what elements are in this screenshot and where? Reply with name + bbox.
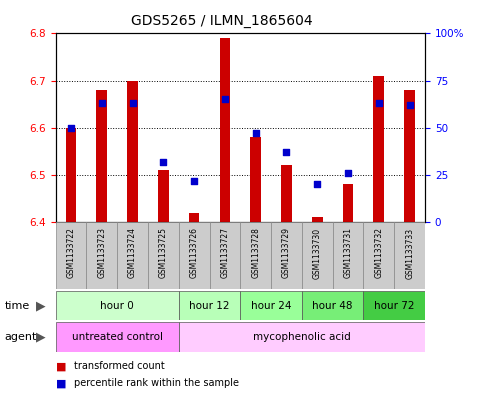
- Text: hour 72: hour 72: [374, 301, 414, 310]
- Bar: [210, 222, 240, 289]
- Bar: [302, 291, 364, 320]
- Text: GSM1133729: GSM1133729: [282, 228, 291, 278]
- Bar: [189, 213, 199, 222]
- Text: GSM1133724: GSM1133724: [128, 228, 137, 278]
- Bar: [56, 322, 179, 352]
- Text: GSM1133725: GSM1133725: [159, 228, 168, 278]
- Text: percentile rank within the sample: percentile rank within the sample: [74, 378, 239, 388]
- Point: [67, 125, 75, 131]
- Bar: [179, 291, 240, 320]
- Text: transformed count: transformed count: [74, 361, 165, 371]
- Bar: [333, 222, 364, 289]
- Text: hour 24: hour 24: [251, 301, 291, 310]
- Text: GSM1133726: GSM1133726: [190, 228, 199, 278]
- Bar: [179, 222, 210, 289]
- Bar: [179, 322, 425, 352]
- Point: [190, 177, 198, 184]
- Text: GSM1133732: GSM1133732: [374, 228, 384, 278]
- Bar: [66, 128, 76, 222]
- Text: time: time: [5, 301, 30, 310]
- Point: [344, 170, 352, 176]
- Text: ■: ■: [56, 361, 66, 371]
- Bar: [127, 81, 138, 222]
- Bar: [240, 222, 271, 289]
- Text: hour 12: hour 12: [189, 301, 230, 310]
- Text: GSM1133722: GSM1133722: [67, 228, 75, 278]
- Bar: [86, 222, 117, 289]
- Bar: [117, 222, 148, 289]
- Bar: [271, 222, 302, 289]
- Point: [128, 100, 136, 107]
- Text: GSM1133728: GSM1133728: [251, 228, 260, 278]
- Text: hour 0: hour 0: [100, 301, 134, 310]
- Point: [406, 102, 413, 108]
- Bar: [312, 217, 323, 222]
- Bar: [219, 38, 230, 222]
- Point: [283, 149, 290, 155]
- Bar: [250, 137, 261, 222]
- Text: ■: ■: [56, 378, 66, 388]
- Text: hour 48: hour 48: [313, 301, 353, 310]
- Point: [98, 100, 106, 107]
- Bar: [342, 184, 354, 222]
- Point: [313, 181, 321, 187]
- Bar: [364, 291, 425, 320]
- Point: [252, 130, 259, 136]
- Text: GSM1133730: GSM1133730: [313, 228, 322, 279]
- Text: GDS5265 / ILMN_1865604: GDS5265 / ILMN_1865604: [131, 14, 313, 28]
- Text: untreated control: untreated control: [71, 332, 163, 342]
- Text: mycophenolic acid: mycophenolic acid: [253, 332, 351, 342]
- Bar: [364, 222, 394, 289]
- Text: GSM1133733: GSM1133733: [405, 228, 414, 279]
- Point: [159, 158, 167, 165]
- Bar: [302, 222, 333, 289]
- Bar: [240, 291, 302, 320]
- Bar: [158, 170, 169, 222]
- Bar: [394, 222, 425, 289]
- Text: GSM1133727: GSM1133727: [220, 228, 229, 278]
- Point: [221, 96, 229, 103]
- Bar: [56, 222, 86, 289]
- Text: GSM1133731: GSM1133731: [343, 228, 353, 278]
- Bar: [373, 76, 384, 222]
- Point: [375, 100, 383, 107]
- Text: GSM1133723: GSM1133723: [97, 228, 106, 278]
- Bar: [96, 90, 107, 222]
- Bar: [404, 90, 415, 222]
- Text: ▶: ▶: [36, 299, 46, 312]
- Bar: [281, 165, 292, 222]
- Bar: [148, 222, 179, 289]
- Text: agent: agent: [5, 332, 37, 342]
- Bar: [56, 291, 179, 320]
- Text: ▶: ▶: [36, 331, 46, 343]
